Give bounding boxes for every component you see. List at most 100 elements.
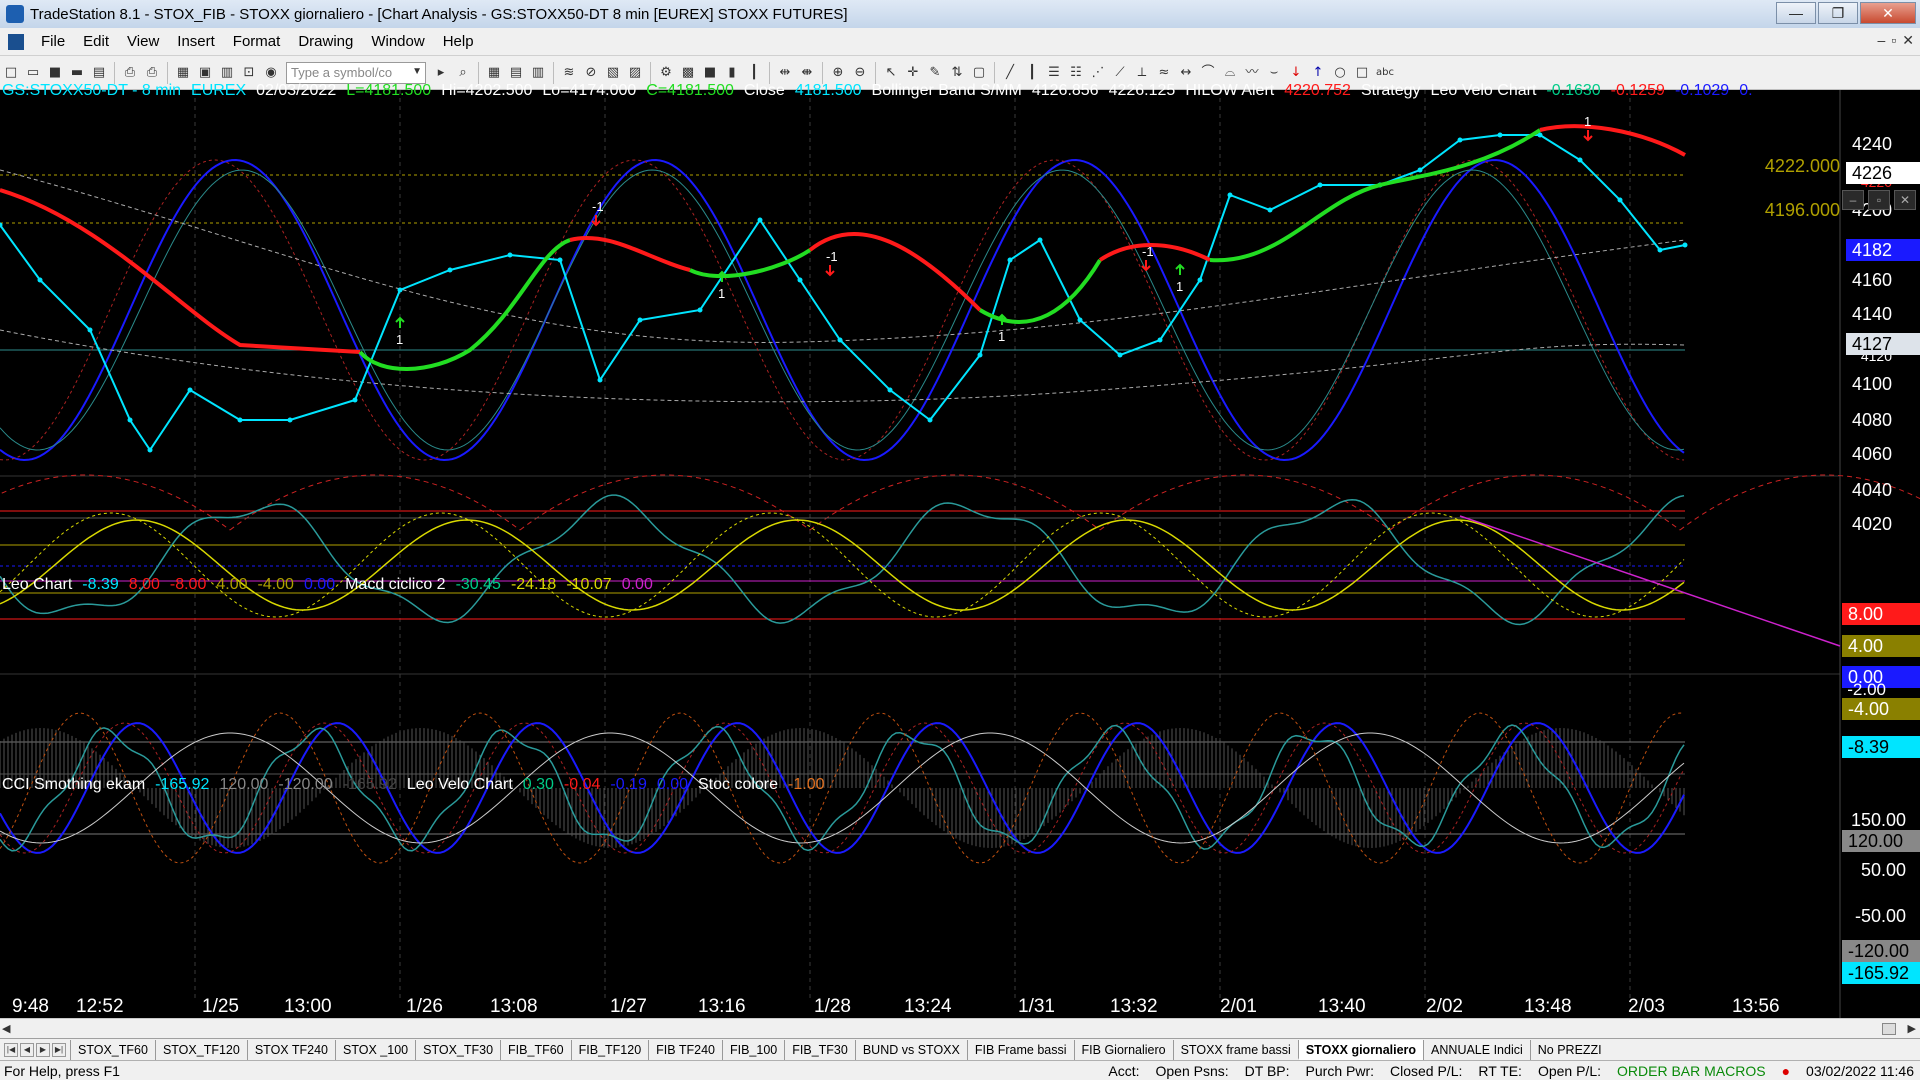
minimize-button[interactable]: — xyxy=(1776,2,1816,24)
window-layout-icon[interactable]: ▨ xyxy=(628,64,642,80)
chart-document-icon[interactable] xyxy=(8,33,24,50)
crosshair-icon[interactable]: ✛ xyxy=(907,64,919,80)
tab-stox-100[interactable]: STOX _100 xyxy=(335,1039,415,1060)
insert-analysis-icon[interactable]: ▦ xyxy=(487,64,501,80)
indicator-icon[interactable]: ▩ xyxy=(681,64,695,80)
tab-fib-100[interactable]: FIB_100 xyxy=(721,1039,784,1060)
tools-icon[interactable]: ✎ xyxy=(929,64,941,80)
menu-file[interactable]: File xyxy=(41,33,66,50)
text-icon[interactable]: abc xyxy=(1376,66,1394,78)
trendline-icon[interactable]: ╱ xyxy=(1006,64,1014,80)
new-icon[interactable]: □ xyxy=(4,64,18,80)
tab-prev-icon[interactable]: ◀ xyxy=(20,1042,34,1057)
tab-fib-tf60[interactable]: FIB_TF60 xyxy=(500,1039,571,1060)
menu-help[interactable]: Help xyxy=(442,33,474,50)
chart-style-icon[interactable]: ≋ xyxy=(563,64,575,80)
chart-canvas[interactable]: -1 1 1 -1 1 -1 1 1 xyxy=(0,90,1920,1024)
stoc-colore-name[interactable]: Stoc colore xyxy=(697,776,779,793)
chart-window-icon[interactable]: ▦ xyxy=(176,64,190,80)
mdi-minimize-button[interactable]: – xyxy=(1877,32,1886,48)
tab-fib-giornaliero[interactable]: FIB Giornaliero xyxy=(1073,1039,1173,1060)
save-icon[interactable]: ■ xyxy=(48,64,62,80)
print-icon[interactable]: ⎙ xyxy=(124,64,136,80)
showme-icon[interactable]: ■ xyxy=(703,64,717,80)
tab-stoxx-frame-bassi[interactable]: STOXX frame bassi xyxy=(1172,1039,1298,1060)
arrow-down-icon[interactable]: ↓ xyxy=(1290,64,1302,80)
tab-next-icon[interactable]: ▶ xyxy=(36,1042,50,1057)
chart-close-button[interactable]: ✕ xyxy=(1894,190,1916,210)
gann-fan-icon[interactable]: ⋰ xyxy=(1091,64,1105,80)
curve-icon[interactable]: ⌣ xyxy=(1269,64,1279,80)
format-icon[interactable]: ▤ xyxy=(509,64,523,80)
tab-annuale-indici[interactable]: ANNUALE Indici xyxy=(1423,1039,1530,1060)
print-preview-icon[interactable]: ⎙ xyxy=(146,64,158,80)
andrews-pitchfork-icon[interactable]: ⟂ xyxy=(1137,64,1147,80)
symbol-lookup-icon[interactable]: ⌕ xyxy=(459,64,467,80)
menu-edit[interactable]: Edit xyxy=(83,33,110,50)
matrix-icon[interactable]: ▥ xyxy=(220,64,234,80)
chart-minimize-button[interactable]: – xyxy=(1842,190,1864,210)
tab-fib-tf30[interactable]: FIB_TF30 xyxy=(784,1039,855,1060)
freehand-icon[interactable]: 〰 xyxy=(1245,64,1259,80)
regression-channel-icon[interactable]: ≈ xyxy=(1158,64,1170,80)
go-arrow-icon[interactable]: ▸ xyxy=(437,64,445,80)
strategy-name[interactable]: Strategy xyxy=(1360,82,1421,99)
globe-icon[interactable]: ◉ xyxy=(265,64,277,80)
rectangle-icon[interactable]: □ xyxy=(1355,64,1369,80)
cci-smoothing-name[interactable]: CCI Smothing ekam xyxy=(2,776,146,793)
menu-format[interactable]: Format xyxy=(232,33,281,50)
leo-velo-name[interactable]: Leo Velo Chart xyxy=(1430,82,1537,99)
strategy-icon[interactable]: ⚙ xyxy=(660,64,672,80)
order-bar-macros[interactable]: ORDER BAR MACROS xyxy=(1617,1062,1766,1079)
order-icon[interactable]: ⇅ xyxy=(951,64,963,80)
fibonacci-icon[interactable]: ☷ xyxy=(1070,64,1082,80)
hilow-alert-name[interactable]: HILOW Alert xyxy=(1185,82,1275,99)
data-window-icon[interactable]: ▧ xyxy=(606,64,620,80)
arrow-left-right-icon[interactable]: ↔ xyxy=(1180,64,1192,80)
cci-leo-velo-name[interactable]: Leo Velo Chart xyxy=(406,776,513,793)
arrow-up-icon[interactable]: ↑ xyxy=(1312,64,1324,80)
tab-stox-tf240[interactable]: STOX TF240 xyxy=(246,1039,335,1060)
close-button[interactable]: ✕ xyxy=(1860,2,1916,24)
tab-stox-tf120[interactable]: STOX_TF120 xyxy=(154,1039,247,1060)
tab-no-prezzi[interactable]: No PREZZI xyxy=(1529,1039,1609,1060)
macd-ciclico-name[interactable]: Macd ciclico 2 xyxy=(345,576,446,593)
tab-fib-tf240[interactable]: FIB TF240 xyxy=(648,1039,722,1060)
tab-stoxx-giornaliero[interactable]: STOXX giornaliero xyxy=(1297,1039,1424,1060)
folder-icon[interactable]: ▬ xyxy=(70,64,84,80)
radar-icon[interactable]: ▣ xyxy=(198,64,212,80)
paintbar-icon[interactable]: ▮ xyxy=(728,64,736,80)
mdi-close-button[interactable]: ✕ xyxy=(1902,32,1914,48)
pointer-icon[interactable]: ↖ xyxy=(885,64,897,80)
zoom-in-icon[interactable]: ⊕ xyxy=(832,64,844,80)
scroll-left-icon[interactable]: ◀ xyxy=(2,1023,11,1035)
tab-fib-frame-bassi[interactable]: FIB Frame bassi xyxy=(966,1039,1074,1060)
bollinger-band-name[interactable]: Bollinger Band S/MM xyxy=(871,82,1022,99)
bar-type-icon[interactable]: ┃ xyxy=(750,64,758,80)
cycle-lines-icon[interactable]: ⌓ xyxy=(1224,64,1236,80)
scroll-icon[interactable]: ⇼ xyxy=(801,64,813,80)
scroll-right-icon[interactable]: ▶ xyxy=(1907,1023,1916,1035)
menu-insert[interactable]: Insert xyxy=(177,33,215,50)
horizontal-lines-icon[interactable]: ☰ xyxy=(1048,64,1060,80)
symbol-label[interactable]: GS:STOXX50-DT - 8 min xyxy=(2,82,182,99)
close-indicator-name[interactable]: Close xyxy=(743,82,785,99)
menu-window[interactable]: Window xyxy=(371,33,425,50)
alert-icon[interactable]: ▢ xyxy=(972,64,986,80)
open-icon[interactable]: ▭ xyxy=(26,64,40,80)
scroll-thumb[interactable] xyxy=(1882,1023,1896,1035)
chart-analysis-window[interactable]: -1 1 1 -1 1 -1 1 1 GS:STOXX50-DT - 8 min EUREX … xyxy=(0,82,1920,1024)
tab-last-icon[interactable]: ▶| xyxy=(52,1042,66,1057)
zoom-out-icon[interactable]: ⊖ xyxy=(854,64,866,80)
workspace-icon[interactable]: ▤ xyxy=(92,64,106,80)
leo-chart-name[interactable]: Leo Chart xyxy=(2,576,73,593)
fib-arcs-icon[interactable]: ⌒ xyxy=(1201,64,1215,80)
chart-restore-button[interactable]: ▫ xyxy=(1868,190,1890,210)
calculator-icon[interactable]: ▥ xyxy=(531,64,545,80)
link-icon[interactable]: ⊘ xyxy=(585,64,597,80)
speed-lines-icon[interactable]: ⟋ xyxy=(1115,64,1125,80)
symbol-input[interactable]: Type a symbol/co xyxy=(286,61,426,84)
chart-horizontal-scrollbar[interactable]: ◀ ▶ xyxy=(0,1018,1920,1038)
mdi-restore-button[interactable]: ▫ xyxy=(1891,32,1897,48)
ellipse-icon[interactable]: ○ xyxy=(1334,64,1346,80)
